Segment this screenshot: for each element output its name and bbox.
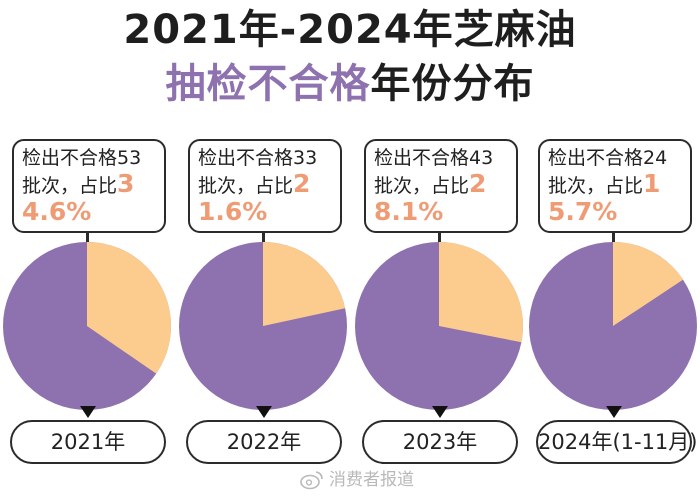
callout-box: 检出不合格33批次，占比21.6% — [188, 139, 342, 233]
pie-slice-share — [439, 242, 523, 343]
pie-slice-share — [263, 242, 346, 326]
pointer-triangle — [606, 406, 622, 418]
callout-percent: 21.6% — [198, 169, 311, 226]
year-label: 2022年 — [186, 420, 342, 464]
callout-percent: 15.7% — [548, 169, 661, 226]
callout-text: 检出不合格43批次，占比28.1% — [374, 145, 510, 227]
pointer-triangle — [80, 406, 96, 418]
callout-box: 检出不合格24批次，占比15.7% — [538, 139, 692, 233]
pie-panel-1: 检出不合格53批次，占比34.6% 2021年 — [0, 0, 175, 498]
pie-slice-share — [613, 242, 684, 326]
pointer-triangle — [256, 406, 272, 418]
year-label: 2023年 — [362, 420, 518, 464]
callout-text: 检出不合格53批次，占比34.6% — [22, 145, 158, 227]
weibo-icon — [300, 471, 323, 490]
callout-percent: 28.1% — [374, 169, 487, 226]
callout-box: 检出不合格43批次，占比28.1% — [364, 139, 518, 233]
year-label: 2024年(1-11月) — [536, 420, 698, 464]
pie-panel-3: 检出不合格43批次，占比28.1% 2023年 — [352, 0, 527, 498]
watermark-text: 消费者报道 — [329, 470, 414, 490]
pie-panel-2: 检出不合格33批次，占比21.6% 2022年 — [176, 0, 351, 498]
callout-prefix: 检出不合格43批次，占比 — [374, 147, 494, 197]
title-highlight: 抽检不合格 — [165, 61, 371, 107]
pie-chart — [355, 242, 523, 410]
callout-prefix: 检出不合格24批次，占比 — [548, 147, 668, 197]
chart-title-line2: 抽检不合格年份分布 — [0, 58, 700, 110]
pie-chart — [179, 242, 347, 410]
chart-title-line1: 2021年-2024年芝麻油 — [123, 7, 577, 53]
pie-panel-4: 检出不合格24批次，占比15.7% 2024年(1-11月) — [526, 0, 700, 498]
callout-box: 检出不合格53批次，占比34.6% — [12, 139, 166, 233]
pie-chart — [3, 242, 172, 410]
watermark: 消费者报道 — [300, 466, 414, 494]
pie-chart — [529, 242, 697, 410]
pie-slice-share — [87, 242, 172, 374]
callout-prefix: 检出不合格33批次，占比 — [198, 147, 318, 197]
title-rest: 年份分布 — [370, 61, 535, 107]
callout-percent: 34.6% — [22, 169, 135, 226]
pointer-triangle — [432, 406, 448, 418]
callout-text: 检出不合格33批次，占比21.6% — [198, 145, 334, 227]
year-label: 2021年 — [10, 420, 166, 464]
callout-text: 检出不合格24批次，占比15.7% — [548, 145, 684, 227]
callout-prefix: 检出不合格53批次，占比 — [22, 147, 142, 197]
